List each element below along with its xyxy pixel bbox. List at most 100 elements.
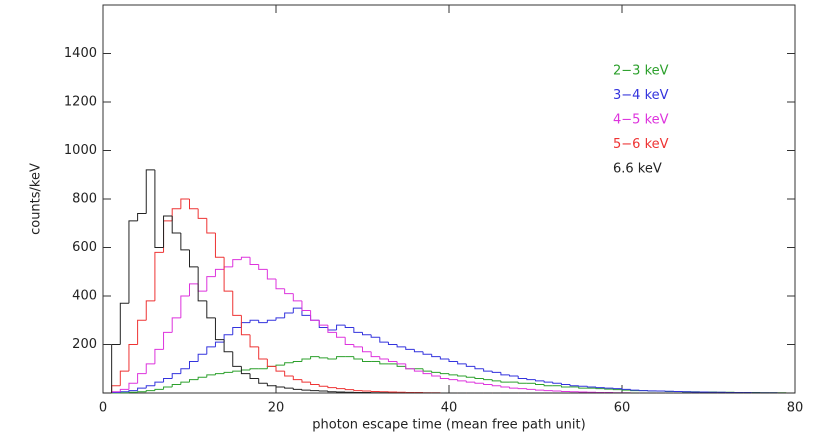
histogram-step: [396, 363, 406, 367]
histogram-step: [422, 368, 432, 372]
y-tick-label: 800: [72, 192, 97, 207]
histogram-step: [232, 351, 242, 367]
histogram-step: [353, 389, 363, 392]
histogram-step: [249, 368, 259, 370]
histogram-step: [119, 370, 129, 386]
histogram-step: [301, 358, 311, 362]
histogram-step: [249, 257, 259, 265]
histogram-step: [301, 389, 311, 391]
histogram-step: [439, 372, 449, 375]
histogram-step: [465, 376, 475, 378]
histogram-step: [310, 382, 320, 386]
y-tick-label: 200: [72, 337, 97, 352]
histogram-step: [232, 259, 242, 267]
histogram-step: [318, 320, 328, 326]
plot-frame: [102, 4, 796, 394]
histogram-step: [560, 385, 571, 388]
histogram-step: [413, 349, 424, 353]
histogram-step: [379, 337, 389, 343]
x-tick-label: 40: [441, 401, 458, 416]
histogram-step: [189, 360, 199, 369]
histogram-step: [275, 279, 285, 290]
histogram-step: [223, 371, 233, 374]
histogram-step: [310, 310, 320, 321]
histogram-step: [163, 331, 173, 350]
histogram-step: [535, 383, 545, 386]
histogram-step: [474, 382, 484, 384]
histogram-step: [258, 378, 268, 384]
histogram-step: [214, 268, 225, 277]
histogram-step: [431, 371, 441, 373]
histogram-step: [145, 390, 155, 392]
x-tick-label: 80: [787, 401, 804, 416]
histogram-step: [266, 319, 276, 323]
histogram-step: [301, 379, 311, 383]
histogram-step: [387, 359, 398, 362]
histogram-step: [543, 380, 553, 383]
histogram-step: [223, 266, 233, 270]
histogram-step: [439, 376, 449, 379]
histogram-step: [310, 356, 320, 360]
histogram-step: [266, 383, 276, 387]
histogram-step: [145, 385, 155, 389]
y-tick-label: 600: [72, 240, 97, 255]
histogram-step: [327, 327, 337, 331]
histogram-step: [500, 385, 510, 388]
histogram-step: [448, 378, 458, 381]
histogram-step: [292, 360, 302, 363]
histogram-step: [483, 383, 493, 386]
histogram-step: [154, 381, 164, 386]
histogram-step: [180, 198, 190, 209]
histogram-step: [301, 308, 311, 316]
y-tick-label: 1400: [64, 46, 97, 61]
histogram-step: [266, 269, 276, 280]
histogram-step: [543, 384, 553, 387]
histogram-step: [405, 346, 415, 350]
histogram-step: [465, 363, 475, 367]
x-tick-label: 20: [268, 401, 285, 416]
histogram-step: [232, 327, 242, 335]
histogram-step: [535, 389, 545, 391]
histogram-step: [491, 379, 501, 382]
histogram-step: [526, 378, 536, 381]
histogram-step: [240, 315, 251, 336]
histogram-step: [405, 363, 415, 370]
histogram-step: [189, 249, 199, 268]
histogram-step: [344, 325, 354, 329]
x-tick-label: 60: [614, 401, 631, 416]
histogram-step: [171, 215, 181, 234]
histogram-step: [413, 368, 424, 372]
histogram-step: [128, 390, 138, 392]
histogram-step: [439, 356, 449, 360]
histogram-step: [327, 325, 337, 333]
histogram-step: [180, 381, 190, 385]
histogram-step: [362, 332, 372, 336]
histogram-step: [171, 317, 181, 333]
histogram-step: [535, 379, 545, 382]
histogram-step: [344, 388, 354, 391]
histogram-step: [232, 291, 242, 316]
histogram-step: [111, 344, 121, 393]
histogram-step: [137, 319, 147, 345]
histogram-step: [171, 208, 181, 221]
histogram-step: [353, 344, 363, 348]
histogram-step: [362, 346, 372, 353]
histogram-step: [275, 364, 285, 367]
histogram-step: [327, 391, 337, 393]
histogram-step: [197, 376, 207, 380]
histogram-step: [552, 382, 562, 384]
histogram-step: [163, 215, 173, 248]
histogram-step: [301, 300, 311, 312]
histogram-step: [284, 362, 294, 366]
histogram-step: [163, 377, 173, 383]
histogram-step: [189, 379, 199, 383]
histogram-step: [180, 368, 190, 374]
histogram-step: [232, 370, 242, 373]
histogram-step: [474, 366, 484, 370]
histogram-step: [318, 320, 328, 329]
histogram-step: [206, 346, 216, 355]
histogram-step: [119, 388, 129, 392]
histogram-step: [163, 220, 173, 253]
histogram-step: [457, 374, 467, 377]
